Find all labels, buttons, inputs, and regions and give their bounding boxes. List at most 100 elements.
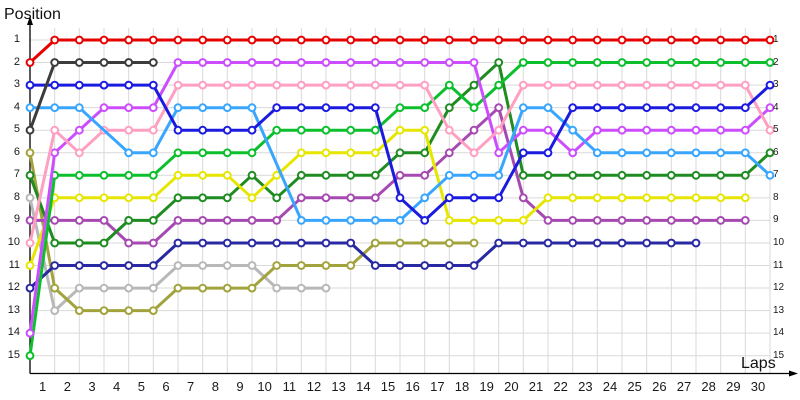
series-car-cyan-marker xyxy=(568,125,578,135)
series-car-olive-marker xyxy=(296,261,306,270)
series-car-red-marker xyxy=(346,35,356,45)
series-car-red-marker xyxy=(99,35,109,45)
y-axis-label-right: 2 xyxy=(773,56,779,68)
series-car-purple-marker xyxy=(74,216,84,225)
series-car-green-marker xyxy=(198,148,208,158)
series-car-cyan-marker xyxy=(691,148,701,158)
series-car-navy-marker xyxy=(444,261,454,270)
series-car-red-marker xyxy=(124,35,134,45)
x-axis-label: 18 xyxy=(454,379,470,394)
series-car-cyan-marker xyxy=(666,148,676,158)
series-car-cyan-marker xyxy=(543,103,553,113)
series-car-pink-marker xyxy=(765,125,775,135)
series-car-blue-marker xyxy=(50,80,60,90)
series-car-cyan-marker xyxy=(346,216,356,225)
series-car-darkgreen-marker xyxy=(124,216,134,225)
series-car-pink-marker xyxy=(469,148,479,158)
series-car-red-marker xyxy=(543,35,553,45)
series-car-magenta-marker xyxy=(296,58,306,67)
series-car-navy-marker xyxy=(198,238,208,248)
series-car-olive-marker xyxy=(395,238,405,248)
series-car-magenta-marker xyxy=(543,125,553,135)
series-car-darkgreen-marker xyxy=(494,58,504,67)
series-car-magenta-marker xyxy=(321,58,331,67)
series-car-magenta-marker xyxy=(272,58,282,67)
series-car-green-marker xyxy=(272,125,282,135)
series-car-pink-marker xyxy=(124,125,134,135)
series-car-darkgreen-marker xyxy=(395,148,405,158)
y-axis-label-right: 7 xyxy=(773,169,779,181)
series-car-navy-marker xyxy=(25,283,35,293)
series-car-olive-marker xyxy=(198,283,208,293)
series-car-pink-marker xyxy=(346,80,356,90)
series-car-purple-marker xyxy=(370,193,380,203)
series-car-cyan-marker xyxy=(420,193,430,203)
series-car-gray-marker xyxy=(50,306,60,316)
series-car-pink-marker xyxy=(617,80,627,90)
series-car-blue-marker xyxy=(420,216,430,225)
series-car-darkgreen-marker xyxy=(716,170,726,180)
series-car-magenta-marker xyxy=(592,125,602,135)
series-car-yellow-marker xyxy=(592,193,602,203)
series-car-red-marker xyxy=(765,35,775,45)
series-car-darkgreen-marker xyxy=(765,148,775,158)
series-car-navy-marker xyxy=(124,261,134,270)
series-car-purple-marker xyxy=(642,216,652,225)
series-car-navy-marker xyxy=(420,261,430,270)
x-axis-label: 29 xyxy=(726,379,741,394)
series-car-green-marker xyxy=(321,125,331,135)
series-car-navy-marker xyxy=(395,261,405,270)
y-axis-label-left: 12 xyxy=(7,281,20,294)
series-car-purple-marker xyxy=(543,216,553,225)
series-car-pink-marker xyxy=(370,80,380,90)
series-car-green-marker xyxy=(543,58,553,67)
series-car-magenta-marker xyxy=(25,328,35,338)
series-car-purple-marker xyxy=(617,216,627,225)
x-axis-label: 25 xyxy=(627,379,642,394)
series-car-cyan-marker xyxy=(395,216,405,225)
series-car-darkgreen-marker xyxy=(740,170,750,180)
series-car-blue-marker xyxy=(691,103,701,113)
series-car-purple-marker xyxy=(222,216,232,225)
series-car-red-marker xyxy=(370,35,380,45)
series-car-olive-marker xyxy=(222,283,232,293)
series-car-green-marker xyxy=(518,58,528,67)
series-car-pink-marker xyxy=(247,80,257,90)
series-car-black-marker xyxy=(124,58,134,67)
y-axis-label-right: 10 xyxy=(773,236,785,248)
series-car-blue-marker xyxy=(296,103,306,113)
series-car-darkgreen-marker xyxy=(568,170,578,180)
series-car-blue-marker xyxy=(198,125,208,135)
series-car-pink-marker xyxy=(173,80,183,90)
series-car-olive-marker xyxy=(346,261,356,270)
series-car-purple-marker xyxy=(444,148,454,158)
series-car-darkgreen-marker xyxy=(222,193,232,203)
series-car-red-marker xyxy=(592,35,602,45)
series-car-green-marker xyxy=(592,58,602,67)
series-car-green-marker xyxy=(617,58,627,67)
series-car-olive-marker xyxy=(74,306,84,316)
y-axis-label-left: 6 xyxy=(13,145,20,158)
series-car-yellow-marker xyxy=(346,148,356,158)
y-axis-label-left: 10 xyxy=(7,235,20,248)
series-car-navy-marker xyxy=(666,238,676,248)
series-car-olive-marker xyxy=(370,238,380,248)
series-car-magenta-marker xyxy=(568,148,578,158)
series-car-red-marker xyxy=(518,35,528,45)
series-car-cyan-marker xyxy=(494,170,504,180)
series-car-purple-marker xyxy=(296,193,306,203)
x-axis-label: 14 xyxy=(356,379,371,394)
series-car-cyan-marker xyxy=(50,103,60,113)
series-car-green-marker xyxy=(25,351,35,361)
series-car-purple-marker xyxy=(173,216,183,225)
series-car-blue-marker xyxy=(346,103,356,113)
series-car-purple-marker xyxy=(592,216,602,225)
series-car-green-marker xyxy=(765,58,775,67)
series-car-blue-marker xyxy=(642,103,652,113)
series-car-magenta-marker xyxy=(469,58,479,67)
series-car-magenta-marker xyxy=(173,58,183,67)
series-car-green-marker xyxy=(740,58,750,67)
series-car-red-marker xyxy=(25,58,35,67)
series-car-cyan-marker xyxy=(296,216,306,225)
